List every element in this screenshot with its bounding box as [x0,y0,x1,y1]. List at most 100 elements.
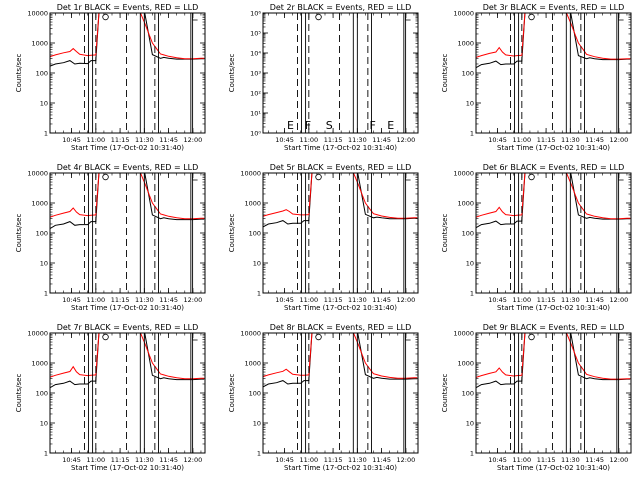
x-tick-label: 11:15 [537,296,556,304]
panel-det-8: Det 8r BLACK = Events, RED = LLD 1 10 100 10… [228,323,419,472]
x-tick-label: 11:30 [561,296,580,304]
plot-frame [475,332,632,454]
x-tick-label: 11:15 [537,136,556,144]
x-tick-label: 12:00 [184,296,203,304]
x-tick-label: 11:30 [561,136,580,144]
series-lld [476,173,631,220]
x-tick-label: 11:45 [585,136,604,144]
x-tick-label: 12:00 [184,136,203,144]
marker-circle [315,173,322,181]
panel-det-7: Det 7r BLACK = Events, RED = LLD 1 10 100 10… [15,323,206,472]
y-axis-label: Counts/sec [228,54,236,93]
plot-area [476,13,631,133]
panel-title: Det 4r BLACK = Events, RED = LLD [57,163,199,172]
flag-letter: F [369,119,375,132]
x-tick-label: 12:00 [397,136,416,144]
marker-bracket [405,173,411,181]
x-tick-label: 11:00 [86,456,105,464]
y-axis-label: Counts/sec [15,54,23,93]
marker-bracket [618,13,624,21]
plot-frame [49,12,206,134]
panel-det-9: Det 9r BLACK = Events, RED = LLD 1 10 100 10… [441,323,632,472]
marker-circle [102,333,109,341]
y-tick-label: 10 [466,100,474,108]
y-tick-label: 10 [466,420,474,428]
x-tick-label: 11:00 [512,296,531,304]
y-tick-label: 1000 [244,360,261,368]
y-tick-label: 10 [40,420,48,428]
marker-circle [102,173,109,181]
x-tick-label: 10:45 [488,136,507,144]
series-lld [476,333,631,380]
x-tick-label: 11:30 [135,296,154,304]
panel-title: Det 7r BLACK = Events, RED = LLD [57,323,199,332]
y-tick-label: 10⁵ [250,30,261,38]
y-axis-label: Counts/sec [228,214,236,253]
x-tick-label: 12:00 [397,456,416,464]
marker-circle [528,13,535,21]
x-tick-label: 10:45 [488,296,507,304]
y-tick-label: 1 [470,290,474,298]
y-tick-label: 1000 [457,360,474,368]
y-tick-label: 10000 [27,10,48,18]
series-lld [50,173,205,220]
x-tick-label: 10:45 [275,296,294,304]
flag-letter: F [305,119,311,132]
series-lld [476,13,631,60]
x-tick-label: 11:45 [585,296,604,304]
panel-title: Det 9r BLACK = Events, RED = LLD [483,323,625,332]
x-tick-label: 10:45 [488,456,507,464]
y-tick-label: 1000 [31,40,48,48]
plot-area [476,333,631,453]
x-tick-label: 11:45 [159,456,178,464]
y-axis-label: Counts/sec [441,214,449,253]
x-tick-label: 11:45 [372,296,391,304]
y-tick-label: 10000 [453,10,474,18]
panel-det-2: Det 2r BLACK = Events, RED = LLD 10⁰ 10¹ 10… [228,3,419,152]
x-tick-label: 12:00 [397,296,416,304]
y-tick-label: 100 [462,230,474,238]
x-tick-label: 11:30 [348,136,367,144]
x-tick-label: 11:45 [159,136,178,144]
x-tick-label: 11:45 [372,456,391,464]
panel-det-1: Det 1r BLACK = Events, RED = LLD 1 10 100 10… [15,3,206,152]
y-tick-label: 10 [40,100,48,108]
y-tick-label: 1000 [457,200,474,208]
panel-title: Det 1r BLACK = Events, RED = LLD [57,3,199,12]
y-tick-label: 10000 [453,170,474,178]
x-axis-label: Start Time (17-Oct-02 10:31:40) [71,464,184,472]
plot-frame [262,172,419,294]
y-tick-label: 1 [257,450,261,458]
marker-circle [528,173,535,181]
y-tick-label: 1000 [457,40,474,48]
y-tick-label: 1000 [31,200,48,208]
marker-circle [315,333,322,341]
x-tick-label: 11:00 [86,296,105,304]
y-tick-label: 10 [253,420,261,428]
panel-det-4: Det 4r BLACK = Events, RED = LLD 1 10 100 10… [15,163,206,312]
series-events [476,333,631,389]
y-axis-label: Counts/sec [228,374,236,413]
x-tick-label: 10:45 [62,136,81,144]
x-axis-label: Start Time (17-Oct-02 10:31:40) [497,464,610,472]
y-axis-label: Counts/sec [15,214,23,253]
plot-area [263,173,418,293]
plot-frame [262,332,419,454]
x-tick-label: 11:30 [135,456,154,464]
marker-bracket [618,173,624,181]
y-tick-label: 10 [466,260,474,268]
x-tick-label: 11:00 [299,296,318,304]
series-events [50,13,205,67]
x-tick-label: 11:45 [585,456,604,464]
plot-area [476,173,631,293]
panel-title: Det 8r BLACK = Events, RED = LLD [270,323,412,332]
y-tick-label: 10000 [27,330,48,338]
panel-title: Det 2r BLACK = Events, RED = LLD [270,3,412,12]
y-tick-label: 10¹ [250,110,261,118]
x-axis-label: Start Time (17-Oct-02 10:31:40) [284,464,397,472]
flag-letter: E [387,119,394,132]
plot-area [263,333,418,453]
x-tick-label: 11:30 [135,136,154,144]
marker-bracket [192,13,198,21]
